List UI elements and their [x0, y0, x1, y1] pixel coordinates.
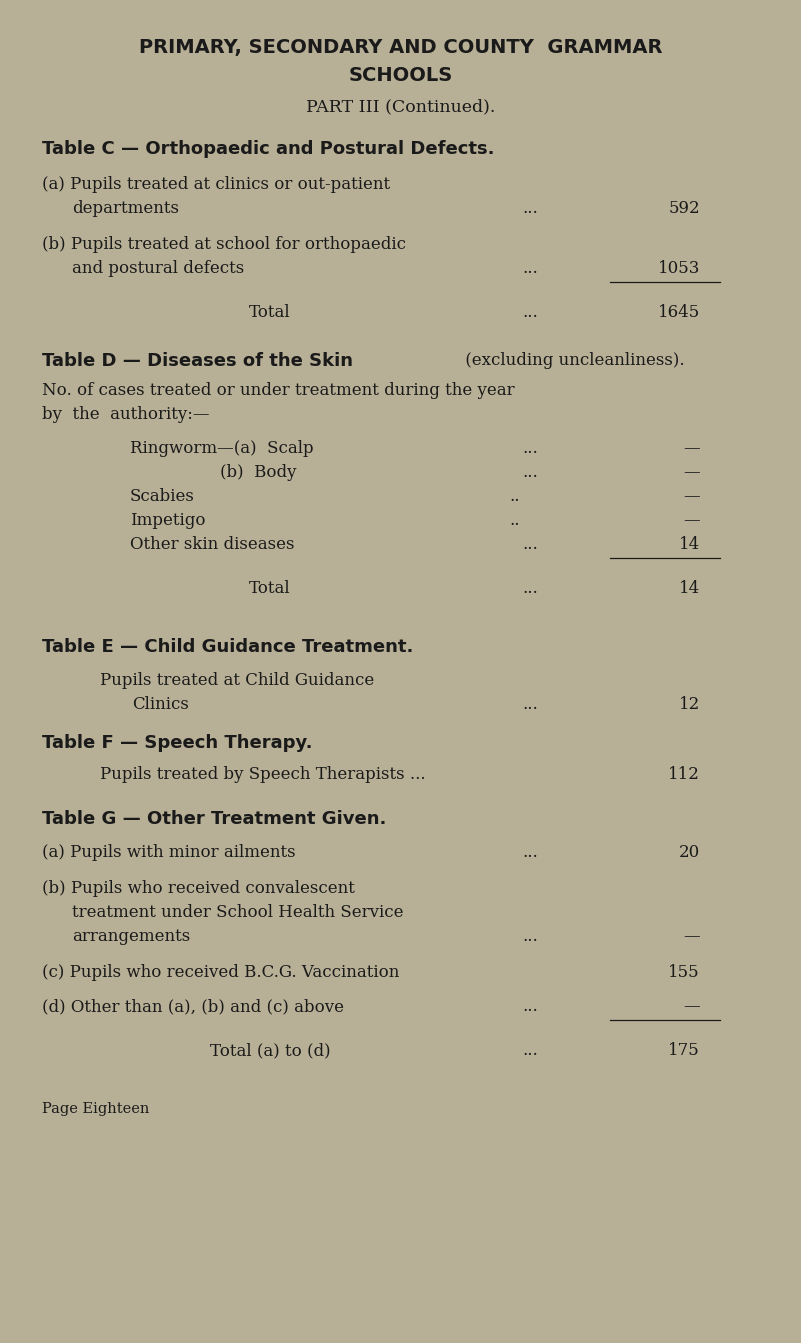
Text: Total: Total: [249, 304, 291, 321]
Text: ...: ...: [522, 261, 538, 277]
Text: and postural defects: and postural defects: [72, 261, 244, 277]
Text: No. of cases treated or under treatment during the year: No. of cases treated or under treatment …: [42, 381, 514, 399]
Text: ...: ...: [522, 1042, 538, 1060]
Text: 14: 14: [678, 580, 700, 598]
Text: by  the  authority:—: by the authority:—: [42, 406, 210, 423]
Text: Page Eighteen: Page Eighteen: [42, 1103, 149, 1116]
Text: Pupils treated by Speech Therapists ...: Pupils treated by Speech Therapists ...: [100, 766, 425, 783]
Text: (c) Pupils who received B.C.G. Vaccination: (c) Pupils who received B.C.G. Vaccinati…: [42, 964, 400, 980]
Text: ...: ...: [522, 580, 538, 598]
Text: —: —: [683, 512, 700, 529]
Text: 155: 155: [668, 964, 700, 980]
Text: —: —: [683, 463, 700, 481]
Text: 175: 175: [668, 1042, 700, 1060]
Text: (excluding uncleanliness).: (excluding uncleanliness).: [460, 352, 685, 369]
Text: SCHOOLS: SCHOOLS: [348, 66, 453, 85]
Text: —: —: [683, 441, 700, 457]
Text: (a) Pupils treated at clinics or out-patient: (a) Pupils treated at clinics or out-pat…: [42, 176, 390, 193]
Text: Total: Total: [249, 580, 291, 598]
Text: ...: ...: [522, 304, 538, 321]
Text: ...: ...: [522, 463, 538, 481]
Text: ...: ...: [522, 200, 538, 218]
Text: (b) Pupils who received convalescent: (b) Pupils who received convalescent: [42, 880, 355, 897]
Text: PART III (Continued).: PART III (Continued).: [306, 98, 495, 115]
Text: ...: ...: [522, 843, 538, 861]
Text: ...: ...: [522, 928, 538, 945]
Text: Other skin diseases: Other skin diseases: [130, 536, 295, 553]
Text: 112: 112: [668, 766, 700, 783]
Text: —: —: [683, 928, 700, 945]
Text: Impetigo: Impetigo: [130, 512, 206, 529]
Text: Table F — Speech Therapy.: Table F — Speech Therapy.: [42, 735, 312, 752]
Text: arrangements: arrangements: [72, 928, 191, 945]
Text: —: —: [683, 488, 700, 505]
Text: (a) Pupils with minor ailments: (a) Pupils with minor ailments: [42, 843, 296, 861]
Text: Table D — Diseases of the Skin: Table D — Diseases of the Skin: [42, 352, 353, 371]
Text: 1645: 1645: [658, 304, 700, 321]
Text: ...: ...: [522, 998, 538, 1015]
Text: —: —: [683, 998, 700, 1015]
Text: Ringworm—(a)  Scalp: Ringworm—(a) Scalp: [130, 441, 314, 457]
Text: treatment under School Health Service: treatment under School Health Service: [72, 904, 404, 921]
Text: (b)  Body: (b) Body: [220, 463, 296, 481]
Text: Total (a) to (d): Total (a) to (d): [210, 1042, 330, 1060]
Text: ..: ..: [509, 488, 521, 505]
Text: ...: ...: [522, 441, 538, 457]
Text: Clinics: Clinics: [132, 696, 189, 713]
Text: ..: ..: [509, 512, 521, 529]
Text: Table E — Child Guidance Treatment.: Table E — Child Guidance Treatment.: [42, 638, 413, 655]
Text: departments: departments: [72, 200, 179, 218]
Text: ...: ...: [522, 696, 538, 713]
Text: 14: 14: [678, 536, 700, 553]
Text: Table G — Other Treatment Given.: Table G — Other Treatment Given.: [42, 810, 386, 829]
Text: 12: 12: [678, 696, 700, 713]
Text: (d) Other than (a), (b) and (c) above: (d) Other than (a), (b) and (c) above: [42, 998, 344, 1015]
Text: (b) Pupils treated at school for orthopaedic: (b) Pupils treated at school for orthopa…: [42, 236, 406, 252]
Text: ...: ...: [522, 536, 538, 553]
Text: Pupils treated at Child Guidance: Pupils treated at Child Guidance: [100, 672, 374, 689]
Text: 1053: 1053: [658, 261, 700, 277]
Text: PRIMARY, SECONDARY AND COUNTY  GRAMMAR: PRIMARY, SECONDARY AND COUNTY GRAMMAR: [139, 38, 662, 56]
Text: Table C — Orthopaedic and Postural Defects.: Table C — Orthopaedic and Postural Defec…: [42, 140, 494, 158]
Text: 20: 20: [678, 843, 700, 861]
Text: 592: 592: [668, 200, 700, 218]
Text: Scabies: Scabies: [130, 488, 195, 505]
